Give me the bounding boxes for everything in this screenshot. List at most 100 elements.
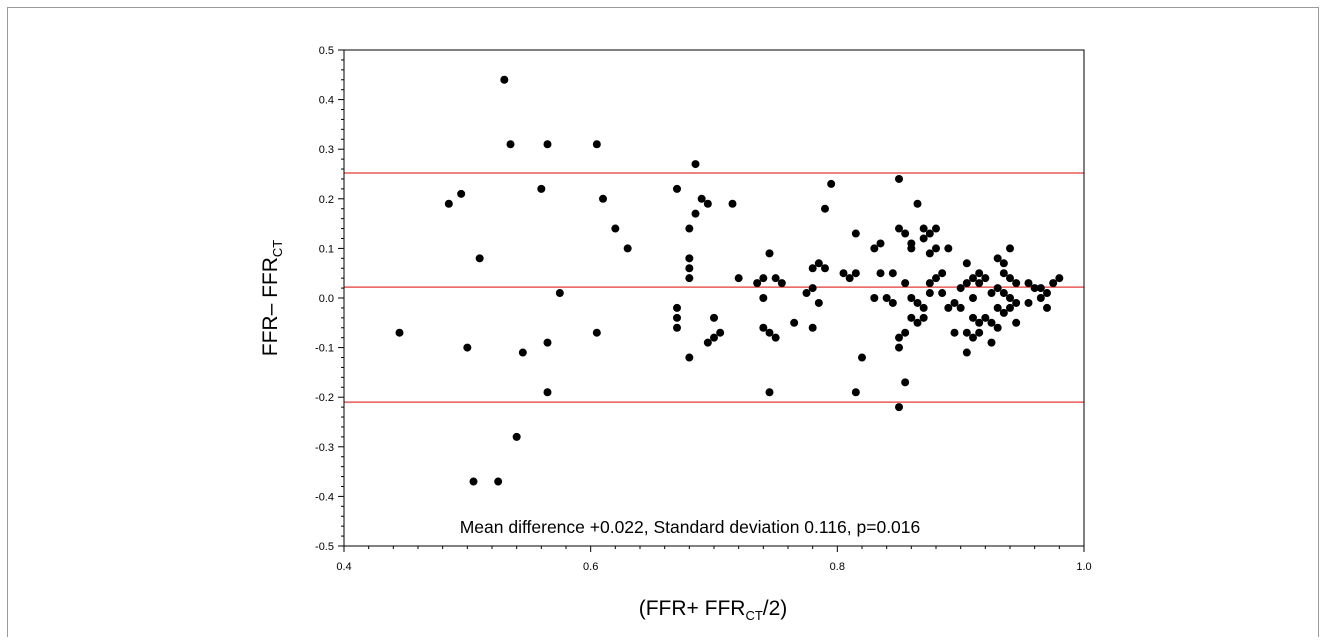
data-point — [814, 259, 823, 268]
data-point — [975, 318, 984, 327]
x-tick-label: 0.8 — [830, 561, 845, 573]
data-point — [888, 298, 897, 307]
data-point — [999, 308, 1008, 317]
y-tick-label: -0.2 — [315, 392, 334, 404]
data-point — [592, 140, 601, 149]
data-point — [870, 294, 879, 302]
data-point — [1006, 294, 1014, 302]
data-point — [962, 259, 971, 268]
data-point — [969, 313, 977, 322]
y-tick-label: 0.1 — [319, 243, 334, 255]
data-point — [913, 318, 922, 327]
x-tick-label: 1.0 — [1076, 561, 1091, 573]
data-point — [975, 269, 984, 278]
figure-frame — [7, 7, 1319, 637]
data-point — [759, 294, 768, 302]
data-point — [716, 328, 725, 337]
data-point — [901, 328, 910, 337]
data-point — [685, 274, 694, 283]
data-point — [907, 294, 916, 302]
data-point — [993, 323, 1002, 332]
data-point — [685, 254, 694, 263]
data-point — [999, 259, 1008, 268]
x-axis-title: (FFR+ FFRCT/2) — [639, 597, 788, 623]
data-point — [463, 343, 472, 352]
data-point — [839, 269, 848, 278]
y-tick-label: -0.5 — [315, 541, 334, 553]
data-point — [765, 249, 774, 258]
y-tick-label: -0.3 — [315, 442, 334, 454]
data-point — [543, 338, 552, 347]
data-point — [765, 388, 774, 397]
data-point — [999, 289, 1008, 298]
data-point — [592, 328, 601, 337]
data-points — [395, 75, 1064, 486]
data-point — [802, 289, 811, 298]
data-point — [1012, 318, 1021, 327]
data-point — [981, 313, 990, 322]
data-point — [895, 403, 903, 412]
y-tick-label: 0.3 — [319, 144, 334, 156]
data-point — [555, 289, 564, 298]
data-point — [673, 313, 681, 322]
data-point — [703, 338, 712, 347]
data-point — [395, 328, 404, 337]
y-tick-label: 0.2 — [319, 194, 334, 206]
data-point — [710, 313, 718, 322]
data-point — [444, 199, 453, 208]
data-point — [673, 303, 681, 312]
y-tick-label: 0.0 — [319, 293, 334, 305]
y-axis: 0.5 0.4 0.3 0.2 0.1 0.0 -0.1 -0.2 -0.3 -0.4 -0.5 — [315, 45, 344, 553]
data-point — [808, 284, 817, 293]
data-point — [1006, 303, 1014, 312]
data-point — [673, 184, 681, 193]
data-point — [944, 303, 953, 312]
data-point — [901, 279, 910, 288]
data-point — [975, 279, 984, 288]
data-point — [1030, 284, 1039, 293]
data-point — [919, 224, 928, 233]
data-point — [475, 254, 484, 263]
data-point — [759, 274, 768, 283]
y-tick-label: -0.4 — [315, 491, 334, 503]
data-point — [518, 348, 527, 357]
data-point — [814, 298, 823, 307]
data-point — [895, 333, 903, 342]
data-point — [506, 140, 515, 149]
data-point — [932, 244, 940, 253]
data-point — [1043, 289, 1051, 298]
data-point — [895, 174, 903, 183]
data-point — [611, 224, 620, 233]
data-point — [759, 323, 768, 332]
y-tick-label: -0.1 — [315, 343, 334, 355]
data-point — [950, 328, 959, 337]
data-point — [1012, 298, 1021, 307]
data-point — [919, 313, 928, 322]
data-point — [1012, 279, 1021, 288]
data-point — [1036, 294, 1045, 302]
data-point — [895, 343, 903, 352]
data-point — [1036, 284, 1045, 293]
data-point — [993, 303, 1002, 312]
data-point — [673, 323, 681, 332]
data-point — [925, 249, 934, 258]
data-point — [500, 75, 509, 84]
data-point — [623, 244, 632, 253]
data-point — [907, 313, 916, 322]
data-point — [1024, 279, 1033, 288]
data-point — [870, 244, 879, 253]
data-point — [938, 289, 947, 298]
data-point — [1006, 244, 1014, 253]
data-point — [543, 388, 552, 397]
data-point — [1049, 279, 1058, 288]
data-point — [685, 224, 694, 233]
data-point — [599, 194, 607, 203]
data-point — [888, 269, 897, 278]
x-tick-label: 0.4 — [336, 561, 351, 573]
data-point — [851, 229, 860, 238]
data-point — [821, 204, 829, 213]
data-point — [987, 289, 996, 298]
data-point — [925, 229, 934, 238]
data-point — [993, 284, 1002, 293]
